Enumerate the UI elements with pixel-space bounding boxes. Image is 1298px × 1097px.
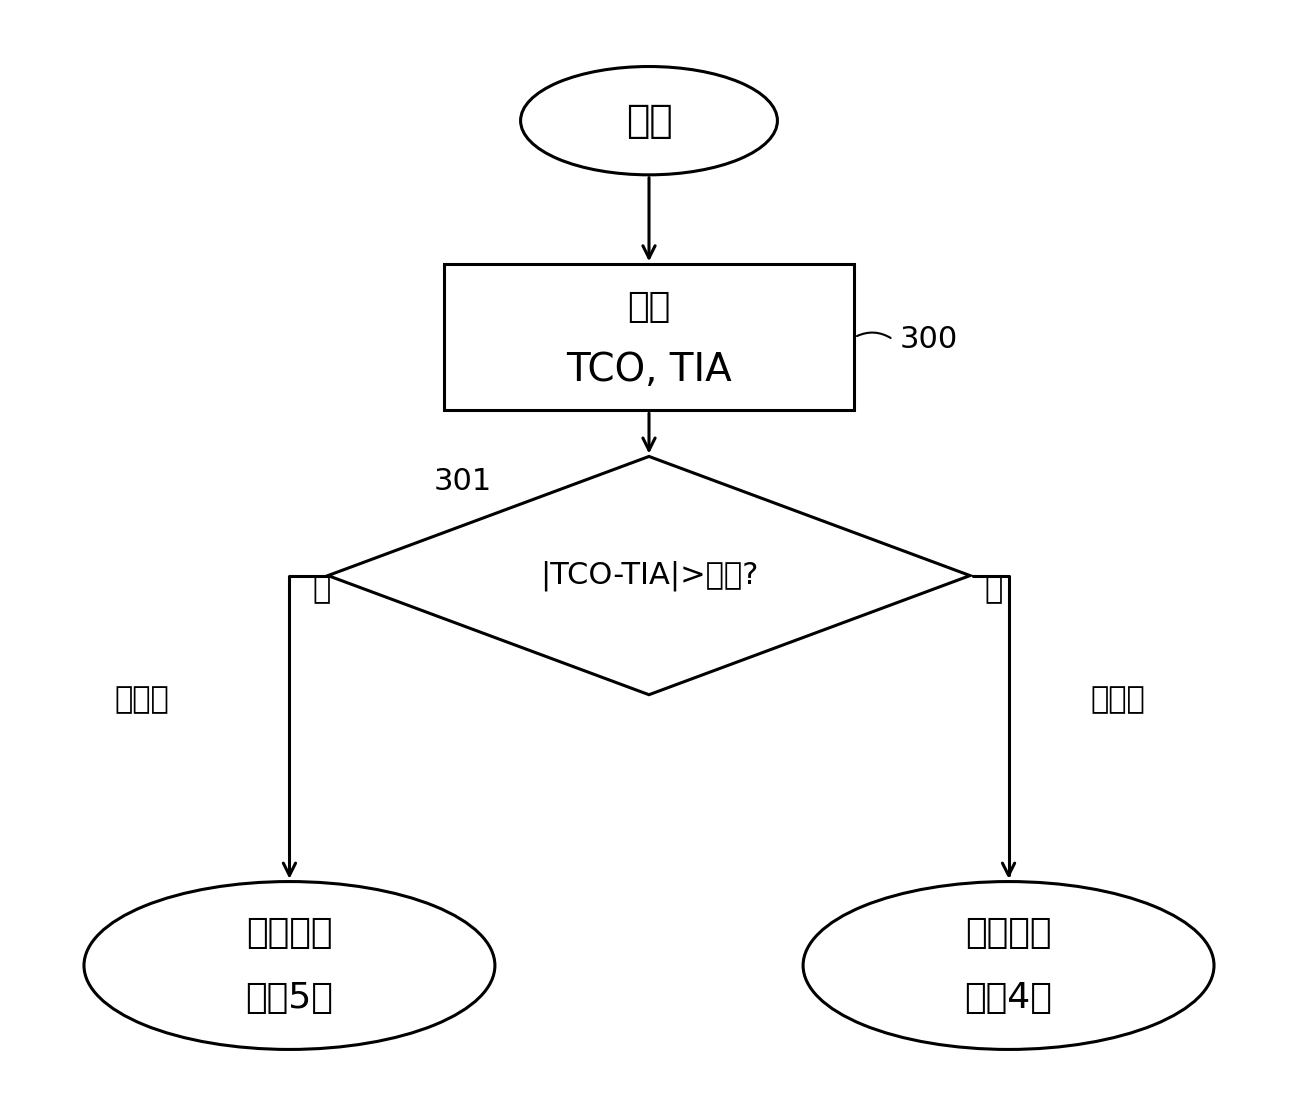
- Text: 测量: 测量: [627, 290, 671, 324]
- Text: 正常模式: 正常模式: [966, 916, 1051, 950]
- Text: 否: 否: [984, 575, 1002, 604]
- Text: 开始: 开始: [626, 102, 672, 139]
- Text: 冷启动: 冷启动: [1090, 686, 1145, 714]
- Text: 是: 是: [313, 575, 331, 604]
- Text: 301: 301: [434, 467, 492, 496]
- Text: |TCO-TIA|>阈値?: |TCO-TIA|>阈値?: [540, 561, 758, 591]
- Text: （图4）: （图4）: [964, 981, 1053, 1015]
- Text: 热启动: 热启动: [114, 686, 169, 714]
- Text: 300: 300: [900, 325, 958, 354]
- Text: TCO, TIA: TCO, TIA: [566, 351, 732, 388]
- Text: 过渡模式: 过渡模式: [247, 916, 332, 950]
- Text: （图5）: （图5）: [245, 981, 334, 1015]
